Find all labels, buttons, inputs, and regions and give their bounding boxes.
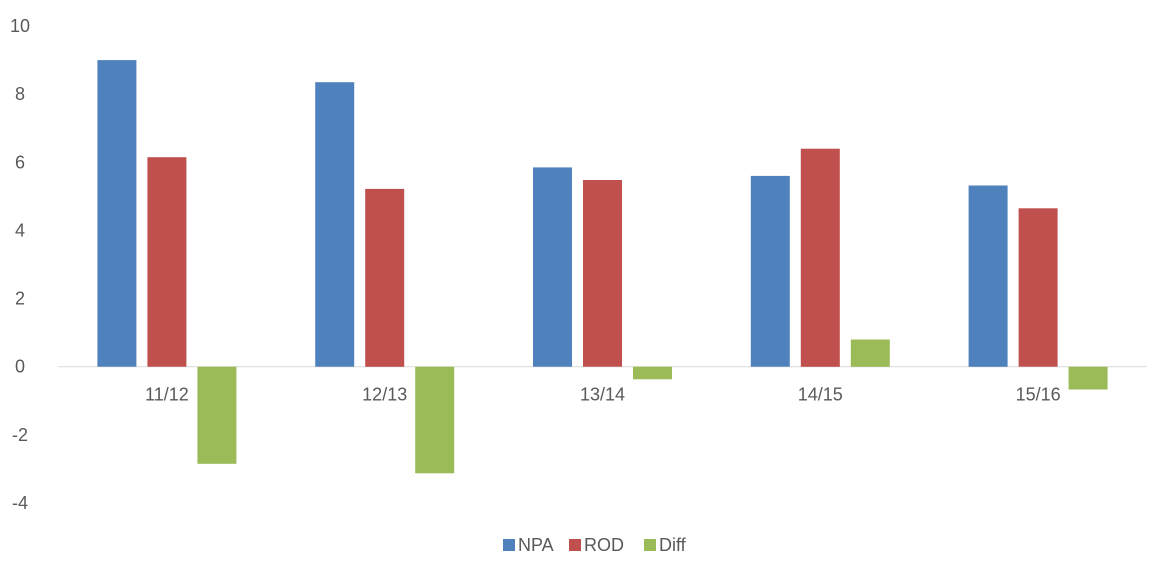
bar-rod-13-14: [583, 180, 622, 367]
y-tick-label: -2: [12, 425, 28, 445]
x-category-label: 14/15: [798, 385, 843, 405]
bar-npa-11-12: [97, 60, 137, 367]
bar-rod-15-16: [1018, 208, 1058, 367]
bar-diff-11-12: [197, 366, 237, 464]
y-tick-label: 2: [15, 289, 25, 309]
x-category-label: 11/12: [145, 385, 189, 405]
bar-diff-14-15: [850, 339, 890, 367]
y-tick-label: 6: [15, 152, 25, 172]
bar-npa-12-13: [315, 82, 355, 367]
bar-rod-14-15: [800, 148, 840, 367]
x-category-label: 15/16: [1016, 385, 1061, 405]
legend-label-diff: Diff: [659, 535, 687, 555]
legend: NPA ROD Diff: [503, 535, 687, 555]
y-tick-label: 0: [15, 357, 25, 377]
bar-rod-12-13: [365, 188, 405, 367]
bar-diff-12-13: [415, 366, 455, 474]
y-axis-tick-labels: 10 8 6 4 2 0 -2 -4: [10, 16, 30, 513]
y-tick-label: 10: [10, 16, 30, 36]
bar-rod-11-12: [147, 157, 187, 367]
legend-swatch-diff: [644, 539, 656, 551]
y-tick-label: 4: [15, 220, 25, 240]
y-tick-label: 8: [15, 84, 25, 104]
bar-series-group: [97, 60, 1108, 474]
legend-label-rod: ROD: [584, 535, 624, 555]
bar-npa-14-15: [750, 175, 790, 367]
x-category-label: 13/14: [580, 385, 625, 405]
bar-diff-13-14: [633, 366, 672, 380]
bar-diff-15-16: [1068, 366, 1108, 390]
legend-swatch-npa: [503, 539, 515, 551]
bar-npa-15-16: [968, 185, 1008, 367]
legend-label-npa: NPA: [518, 535, 554, 555]
x-axis-category-labels: 11/12 12/13 13/14 14/15 15/16: [145, 385, 1061, 405]
legend-swatch-rod: [569, 539, 581, 551]
x-category-label: 12/13: [362, 385, 407, 405]
y-tick-label: -4: [12, 493, 28, 513]
bar-npa-13-14: [533, 167, 572, 367]
